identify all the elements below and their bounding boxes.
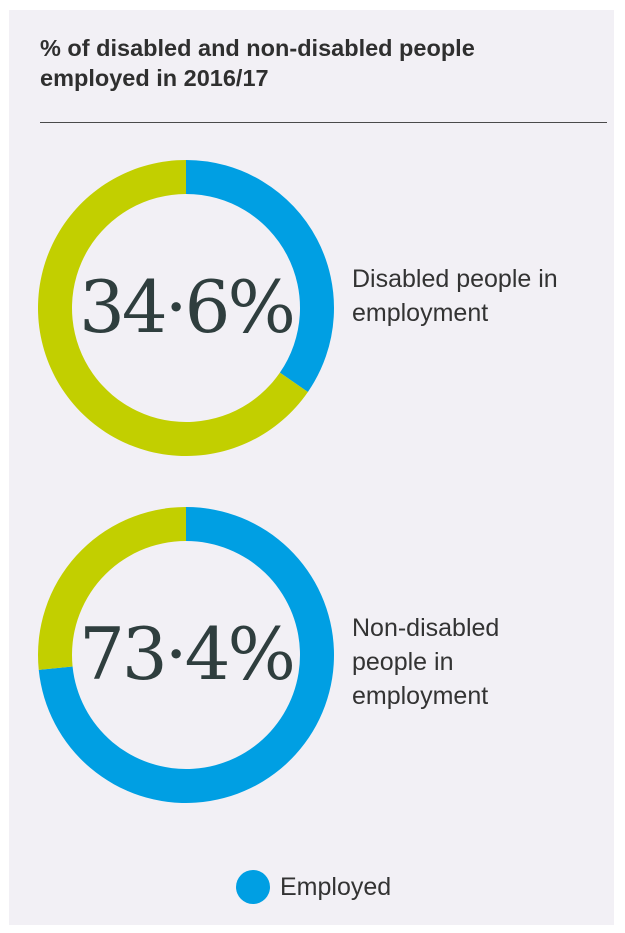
title-divider <box>40 122 607 123</box>
legend: Employed <box>236 870 391 904</box>
chart-title: % of disabled and non-disabled people em… <box>40 35 475 91</box>
non-disabled-donut-slice-remainder <box>38 507 186 670</box>
disabled-center-value: 34·6% <box>79 265 293 349</box>
employed-legend-swatch <box>236 870 270 904</box>
non-disabled-center-value: 73·4% <box>79 612 293 696</box>
disabled-employment-label: Disabled people in employment <box>352 265 558 327</box>
employed-legend-label: Employed <box>280 872 392 901</box>
non-disabled-employment-label: Non-disabled people in employment <box>352 614 500 710</box>
disabled-donut-slice-employed <box>186 160 334 392</box>
